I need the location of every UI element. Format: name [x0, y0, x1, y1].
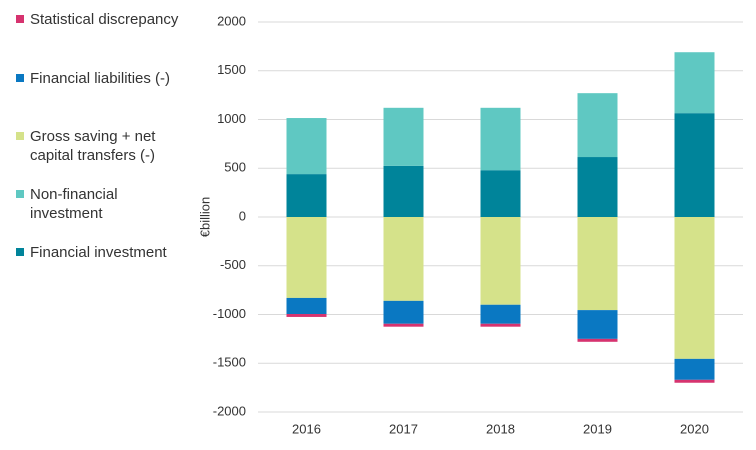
x-tick-label: 2016	[292, 421, 321, 436]
bar-segment	[577, 217, 618, 311]
y-tick-label: 500	[224, 160, 246, 175]
bar-segment	[286, 174, 327, 217]
legend-item: Statistical discrepancy	[16, 10, 191, 29]
bar-segment	[480, 170, 521, 217]
y-axis-label: €billion	[197, 197, 212, 237]
legend-label: Financial investment	[30, 244, 167, 261]
y-tick-label: 2000	[217, 13, 246, 28]
y-tick-label: -1500	[213, 355, 246, 370]
bar-segment	[577, 93, 618, 158]
bar-segment	[480, 217, 521, 305]
x-tick-label: 2020	[680, 421, 709, 436]
legend-item: Non-financial investment	[16, 185, 191, 223]
legend-swatch	[16, 190, 24, 198]
bar-segment	[480, 107, 521, 171]
bar-segment	[383, 165, 424, 217]
bar-segment	[674, 358, 715, 380]
bar-segment	[480, 323, 521, 327]
y-tick-label: 0	[239, 208, 246, 223]
legend-item: Gross saving + net capital transfers (-)	[16, 127, 191, 165]
bar-segment	[383, 107, 424, 166]
legend-item: Financial liabilities (-)	[16, 69, 191, 88]
y-tick-label: 1000	[217, 111, 246, 126]
bar-segment	[286, 297, 327, 315]
bar-segment	[286, 314, 327, 317]
bar-segment	[383, 300, 424, 324]
bar-segment	[577, 157, 618, 217]
bar-segment	[286, 217, 327, 298]
legend-label: Gross saving + net capital transfers (-)	[30, 128, 156, 164]
legend-label: Non-financial investment	[30, 186, 118, 222]
bar-segment	[674, 52, 715, 114]
legend-swatch	[16, 248, 24, 256]
bar-segment	[674, 217, 715, 359]
legend-label: Financial liabilities (-)	[30, 70, 171, 87]
legend-label: Statistical discrepancy	[30, 11, 179, 28]
x-tick-label: 2019	[583, 421, 612, 436]
y-tick-label: -500	[220, 257, 246, 272]
legend-swatch	[16, 132, 24, 140]
legend-swatch	[16, 74, 24, 82]
bar-segment	[383, 323, 424, 327]
y-tick-label: -2000	[213, 403, 246, 418]
bar-segment	[577, 310, 618, 339]
y-tick-label: 1500	[217, 62, 246, 77]
bar-segment	[286, 118, 327, 175]
x-tick-label: 2017	[389, 421, 418, 436]
bar-segment	[577, 338, 618, 342]
bar-segment	[383, 217, 424, 301]
bar-segment	[480, 304, 521, 324]
bar-segment	[674, 113, 715, 217]
legend-item: Financial investment	[16, 243, 191, 262]
y-tick-label: -1000	[213, 306, 246, 321]
legend-swatch	[16, 15, 24, 23]
bar-segment	[674, 379, 715, 383]
x-tick-label: 2018	[486, 421, 515, 436]
